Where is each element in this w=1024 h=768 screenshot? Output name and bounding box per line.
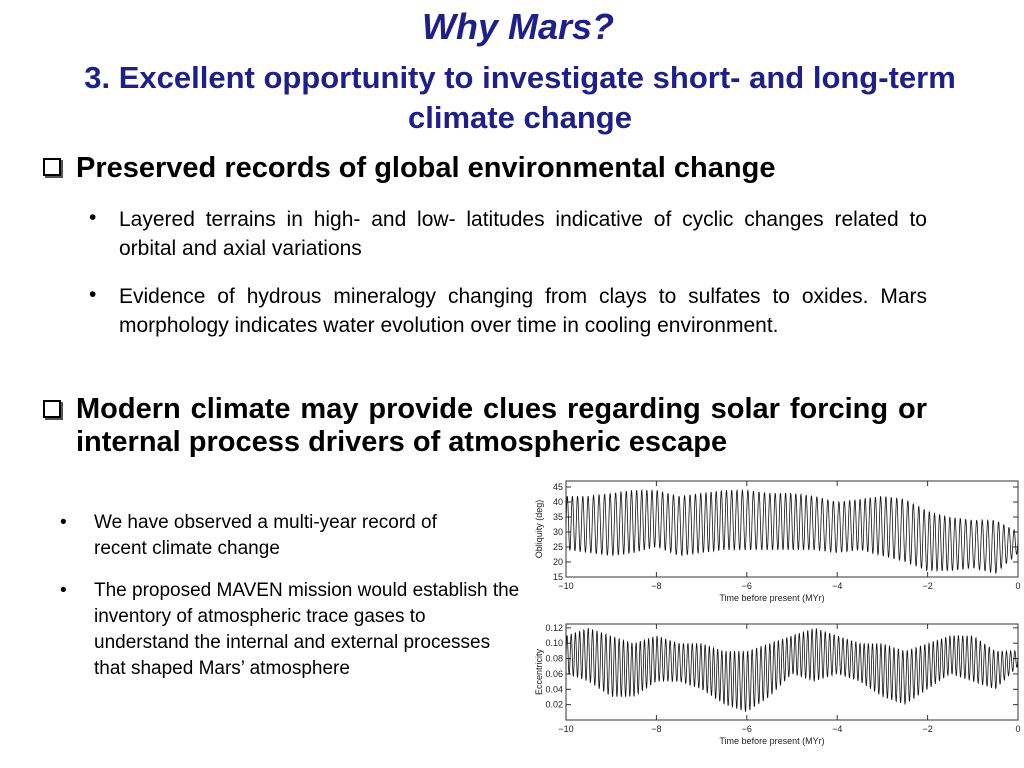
y-axis-label: Obliquity (deg) bbox=[534, 500, 544, 559]
bullet-hydrous-mineralogy: Evidence of hydrous mineralogy changing … bbox=[119, 285, 927, 337]
x-tick-label: −6 bbox=[742, 724, 752, 734]
bullet-icon: • bbox=[60, 580, 67, 601]
heading-preserved-records: Preserved records of global environmenta… bbox=[76, 152, 776, 184]
y-tick-label: 0.04 bbox=[545, 684, 563, 694]
x-tick-label: −6 bbox=[742, 581, 752, 591]
x-tick-label: 0 bbox=[1015, 581, 1020, 591]
bullet-maven-mission: The proposed MAVEN mission would establi… bbox=[94, 580, 520, 679]
eccentricity-chart: −10 −8 −6 −4 −2 0 0.02 0.04 0.06 0.08 0.10 0.12 Time… bbox=[534, 623, 1021, 746]
slide-subtitle: 3. Excellent opportunity to investigate … bbox=[84, 60, 956, 135]
series-line bbox=[565, 489, 1019, 574]
bullet-icon: • bbox=[89, 283, 97, 306]
series-line bbox=[565, 628, 1019, 712]
checkbox-bullet-icon bbox=[43, 158, 61, 176]
x-tick-label: −10 bbox=[558, 581, 573, 591]
checkbox-bullet-icon bbox=[43, 400, 61, 418]
x-axis-label: Time before present (MYr) bbox=[719, 593, 824, 603]
heading-modern-climate: Modern climate may provide clues regardi… bbox=[76, 393, 927, 458]
y-tick-label: 0.12 bbox=[545, 623, 563, 633]
x-tick-label: −10 bbox=[558, 724, 573, 734]
y-tick-label: 30 bbox=[553, 527, 563, 537]
obliquity-chart: −10 −8 −6 −4 −2 0 15 20 25 30 35 40 45 Time before pr… bbox=[534, 480, 1021, 603]
x-tick-label: −4 bbox=[832, 724, 842, 734]
x-axis-label: Time before present (MYr) bbox=[719, 736, 824, 746]
y-tick-label: 20 bbox=[553, 557, 563, 567]
y-tick-label: 35 bbox=[553, 512, 563, 522]
y-axis-label: Eccentricity bbox=[534, 648, 544, 695]
y-tick-label: 0.02 bbox=[545, 700, 563, 710]
y-tick-label: 15 bbox=[553, 572, 563, 582]
x-tick-label: −8 bbox=[651, 724, 661, 734]
y-tick-label: 0.10 bbox=[545, 638, 563, 648]
y-tick-label: 0.08 bbox=[545, 654, 563, 664]
y-tick-label: 45 bbox=[553, 482, 563, 492]
x-tick-label: −2 bbox=[922, 581, 932, 591]
y-tick-label: 0.06 bbox=[545, 669, 563, 679]
x-tick-label: 0 bbox=[1015, 724, 1020, 734]
slide-title: Why Mars? bbox=[421, 6, 615, 47]
plot-frame bbox=[565, 623, 1019, 721]
x-tick-label: −4 bbox=[832, 581, 842, 591]
y-tick-label: 25 bbox=[553, 542, 563, 552]
y-tick-label: 40 bbox=[553, 497, 563, 507]
x-tick-label: −8 bbox=[651, 581, 661, 591]
bullet-icon: • bbox=[60, 512, 67, 533]
bullet-layered-terrains: Layered terrains in high- and low- latit… bbox=[119, 208, 927, 260]
x-tick-label: −2 bbox=[922, 724, 932, 734]
bullet-icon: • bbox=[89, 206, 97, 229]
bullet-multi-year-record: We have observed a multi-year record of … bbox=[94, 512, 437, 559]
plot-frame bbox=[565, 480, 1019, 578]
